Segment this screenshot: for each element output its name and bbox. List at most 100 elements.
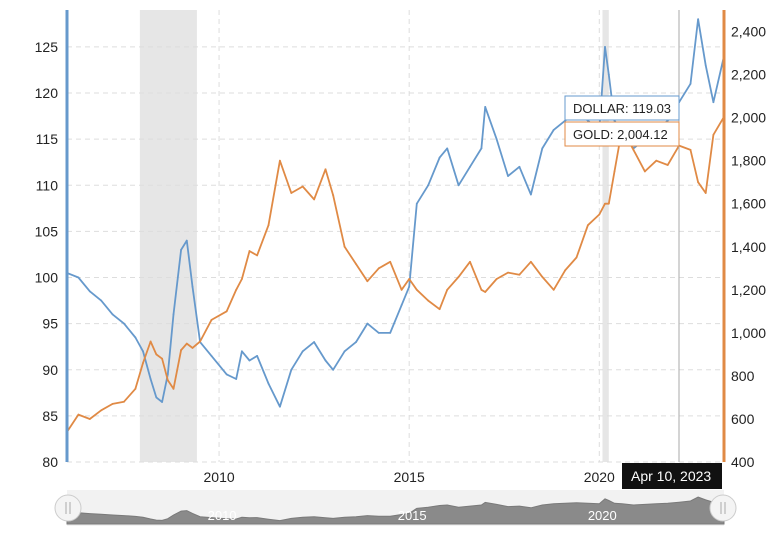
date-label-text: Apr 10, 2023 [631, 468, 711, 484]
data-point-dollar [290, 368, 293, 371]
gold-tooltip: GOLD: 2,004.12 [564, 121, 680, 147]
data-point-dollar [301, 350, 304, 353]
data-point-dollar [134, 336, 137, 339]
left-tick-label: 85 [42, 408, 58, 424]
right-tick-label: 1,200 [731, 282, 766, 298]
data-point-dollar [607, 73, 610, 76]
data-point-dollar [324, 359, 327, 362]
data-point-gold [279, 159, 281, 162]
data-point-dollar [155, 396, 158, 399]
data-point-dollar [712, 101, 715, 104]
data-point-gold [495, 278, 498, 280]
dollar-tooltip: DOLLAR: 119.03 [564, 95, 680, 121]
data-point-dollar [355, 341, 357, 343]
data-point-dollar [191, 285, 194, 288]
data-point-dollar [149, 378, 152, 380]
data-point-gold [518, 273, 521, 276]
navigator-left-handle[interactable] [54, 494, 82, 522]
left-tick-label: 125 [35, 39, 59, 55]
data-point-gold [457, 275, 460, 278]
data-point-gold [415, 288, 418, 291]
data-point-dollar [210, 355, 213, 357]
date-label: Apr 10, 2023 [622, 463, 722, 489]
data-point-gold [256, 254, 259, 257]
data-point-gold [666, 164, 669, 166]
left-tick-label: 80 [42, 454, 58, 470]
data-point-gold [185, 342, 188, 345]
data-point-gold [191, 347, 194, 349]
data-point-dollar [225, 373, 228, 376]
data-point-gold [155, 353, 158, 356]
data-point-gold [142, 362, 144, 364]
data-point-gold [111, 402, 114, 405]
data-point-gold [100, 409, 103, 412]
data-point-gold [564, 269, 566, 272]
data-point-dollar [415, 202, 418, 205]
data-point-gold [575, 256, 578, 259]
right-axis: 400 600 800 1,000 1,200 1,400 1,600 1,800 2,000 2… [731, 24, 766, 470]
data-point-gold [290, 192, 293, 194]
data-point-gold [480, 288, 483, 291]
recession-band-0 [139, 10, 197, 462]
right-tick-label: 2,200 [731, 67, 766, 83]
data-point-dollar [529, 193, 532, 196]
dollar-tooltip-text: DOLLAR: 119.03 [573, 101, 671, 116]
navigator-right-handle[interactable] [709, 494, 737, 522]
right-tick-label: 400 [731, 454, 755, 470]
data-point-gold [697, 181, 700, 184]
data-point-gold [484, 291, 487, 293]
data-point-dollar [77, 276, 80, 279]
data-point-gold [655, 159, 658, 162]
data-point-dollar [180, 248, 182, 251]
data-point-dollar [446, 147, 449, 150]
data-point-gold [123, 400, 125, 403]
data-point-gold [689, 149, 692, 151]
right-tick-label: 600 [731, 411, 755, 427]
data-point-dollar [123, 322, 125, 325]
data-point-dollar [267, 382, 270, 385]
left-tick-label: 100 [35, 270, 59, 286]
x-tick-label: 2010 [204, 469, 235, 485]
data-point-gold [199, 340, 201, 343]
data-point-dollar [332, 368, 335, 371]
data-point-gold [377, 267, 380, 270]
data-point-dollar [248, 359, 251, 362]
data-point-dollar [166, 373, 169, 376]
navigator[interactable]: 2010 2015 2020 [54, 490, 737, 526]
data-point-gold [88, 418, 91, 420]
data-point-gold [446, 288, 449, 291]
data-point-gold [400, 288, 403, 291]
data-point-gold [225, 310, 228, 313]
data-point-gold [313, 198, 316, 201]
data-point-gold [604, 202, 606, 205]
data-point-gold [408, 278, 411, 280]
left-tick-label: 105 [35, 223, 59, 239]
data-point-dollar [480, 147, 483, 150]
data-point-gold [644, 170, 646, 173]
data-point-gold [586, 224, 589, 227]
data-point-dollar [343, 350, 346, 353]
data-point-dollar [457, 184, 460, 187]
data-point-dollar [541, 147, 544, 150]
data-point-dollar [438, 156, 441, 159]
right-tick-label: 1,800 [731, 153, 766, 169]
data-point-dollar [518, 165, 521, 168]
data-point-gold [149, 340, 152, 343]
data-point-dollar [88, 290, 91, 293]
data-point-gold [427, 299, 430, 302]
data-point-gold [389, 260, 392, 263]
data-point-gold [598, 213, 601, 216]
navigator-tick-label: 2010 [208, 508, 237, 523]
data-point-dollar [427, 184, 430, 187]
recession-band-1 [602, 10, 609, 462]
navigator-tick-label: 2020 [588, 508, 617, 523]
data-point-gold [438, 308, 441, 311]
data-point-gold [332, 194, 335, 197]
data-point-dollar [400, 304, 403, 307]
left-tick-label: 115 [36, 131, 59, 147]
data-point-gold [632, 149, 635, 151]
data-point-dollar [408, 285, 411, 288]
right-tick-label: 1,400 [731, 239, 766, 255]
right-tick-label: 1,600 [731, 196, 766, 212]
gold-tooltip-text: GOLD: 2,004.12 [573, 127, 668, 142]
